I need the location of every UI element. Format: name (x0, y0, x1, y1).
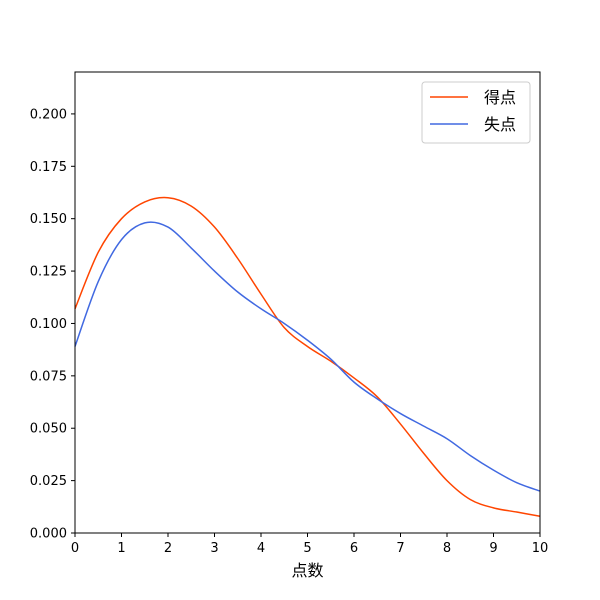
y-tick-label: 0.025 (30, 474, 67, 489)
x-tick-label: 1 (117, 541, 125, 556)
series-line-conceded (74, 221, 541, 492)
x-tick-label: 10 (532, 541, 549, 556)
y-tick-label: 0.000 (30, 527, 67, 542)
x-tick-label: 3 (210, 541, 218, 556)
y-tick-label: 0.150 (30, 212, 67, 227)
series-line-score (74, 196, 541, 517)
plot-area (74, 196, 541, 517)
x-tick-label: 7 (396, 541, 404, 556)
y-tick-label: 0.175 (30, 160, 67, 175)
legend-label-score: 得点 (484, 88, 516, 107)
x-tick-label: 8 (443, 541, 451, 556)
y-tick-label: 0.050 (30, 422, 67, 437)
y-tick-label: 0.125 (30, 265, 67, 280)
axis-ticks: 0 1 2 3 4 5 6 7 8 9 10 0.000 0.025 0.050 0.075 0.100 0.1… (30, 107, 548, 556)
x-tick-label: 6 (350, 541, 358, 556)
y-tick-label: 0.200 (30, 107, 67, 122)
legend-label-conceded: 失点 (484, 115, 516, 134)
y-tick-label: 0.075 (30, 369, 67, 384)
legend: 得点 失点 (421, 81, 531, 144)
x-axis-label: 点数 (291, 561, 323, 580)
y-tick-label: 0.100 (30, 317, 67, 332)
x-tick-label: 9 (489, 541, 497, 556)
x-tick-label: 0 (71, 541, 79, 556)
x-tick-label: 4 (257, 541, 265, 556)
x-tick-label: 2 (164, 541, 172, 556)
x-tick-label: 5 (303, 541, 311, 556)
